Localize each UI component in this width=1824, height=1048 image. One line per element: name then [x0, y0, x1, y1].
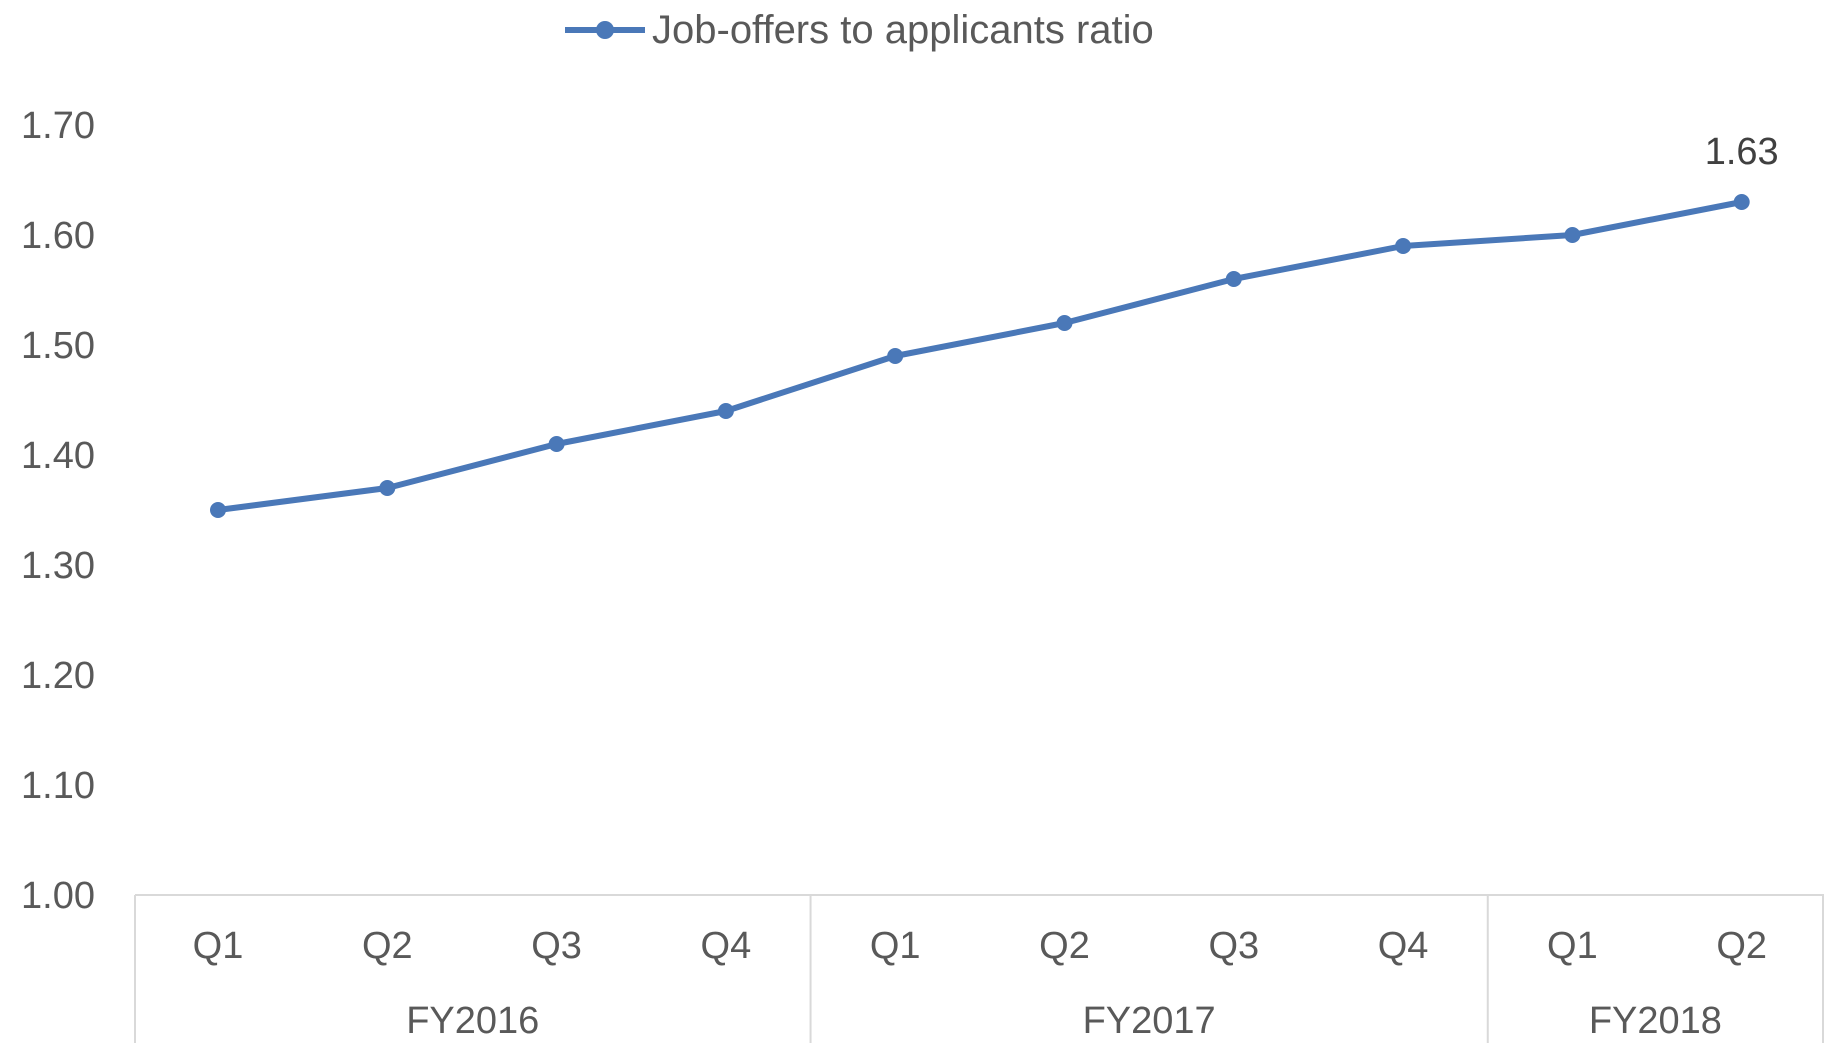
y-tick-label: 1.00 — [21, 875, 95, 917]
x-group-label: FY2018 — [1589, 1000, 1722, 1042]
x-tick-label: Q2 — [362, 925, 413, 967]
data-point — [1564, 227, 1581, 243]
data-labels: 1.63 — [1705, 131, 1779, 173]
y-tick-label: 1.40 — [21, 435, 95, 477]
legend-point-marker — [596, 21, 614, 39]
series-line — [215, 199, 1745, 513]
y-tick-label: 1.30 — [21, 545, 95, 587]
legend: Job-offers to applicants ratio — [565, 8, 1154, 52]
x-tick-label: Q4 — [701, 925, 752, 967]
data-point — [548, 436, 565, 452]
data-point — [379, 480, 396, 496]
x-tick-label: Q2 — [1039, 925, 1090, 967]
data-point — [887, 348, 904, 364]
x-tick-label: Q1 — [193, 925, 244, 967]
x-tick-label: Q2 — [1716, 925, 1767, 967]
legend-label: Job-offers to applicants ratio — [652, 8, 1154, 52]
y-axis-tick-labels: 1.00 1.10 1.20 1.30 1.40 1.50 1.60 1.70 — [21, 105, 95, 917]
x-tick-label: Q3 — [1208, 925, 1259, 967]
data-point — [1225, 271, 1242, 287]
x-tick-label: Q4 — [1378, 925, 1429, 967]
data-point — [1733, 194, 1750, 210]
data-point — [210, 502, 226, 518]
x-tick-label: Q3 — [531, 925, 582, 967]
data-label: 1.63 — [1705, 131, 1779, 173]
data-point — [1056, 315, 1073, 331]
x-group-label: FY2017 — [1083, 1000, 1216, 1042]
y-tick-label: 1.50 — [21, 325, 95, 367]
data-point — [717, 403, 734, 419]
x-group-label: FY2016 — [406, 1000, 539, 1042]
x-axis: Q1 Q2 Q3 Q4 Q1 Q2 Q3 Q4 Q1 Q2 FY2016 FY2017 FY2018 — [134, 894, 1824, 1043]
y-tick-label: 1.20 — [21, 655, 95, 697]
series-layer — [210, 194, 1750, 518]
x-tick-label: Q1 — [1547, 925, 1598, 967]
x-tick-label: Q1 — [870, 925, 921, 967]
y-tick-label: 1.60 — [21, 215, 95, 257]
y-tick-label: 1.70 — [21, 105, 95, 147]
data-point — [1395, 238, 1412, 254]
y-tick-label: 1.10 — [21, 765, 95, 807]
